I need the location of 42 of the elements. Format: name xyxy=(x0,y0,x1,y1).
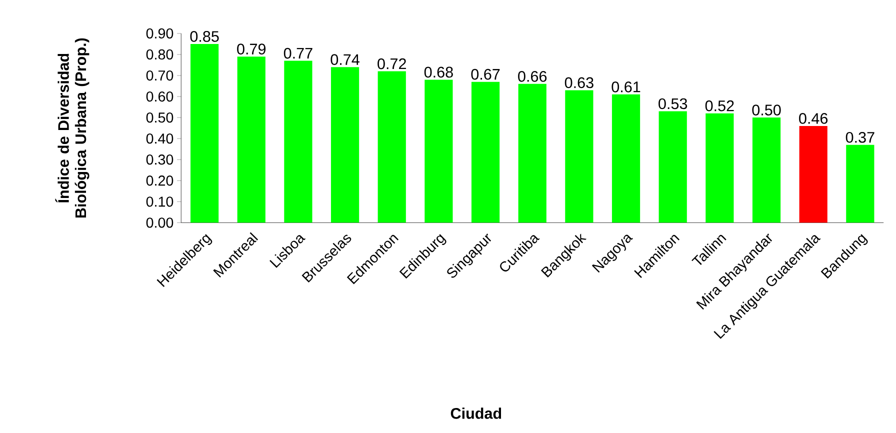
y-tick-label: 0.60 xyxy=(146,91,174,102)
bar xyxy=(330,67,360,223)
data-label: 0.68 xyxy=(424,66,453,78)
y-tick-label: 0.80 xyxy=(146,49,174,60)
data-label: 0.74 xyxy=(330,54,360,66)
data-label: 0.72 xyxy=(378,58,406,70)
data-label: 0.50 xyxy=(752,104,781,116)
bar xyxy=(706,113,734,223)
bar xyxy=(237,56,266,223)
data-label: 0.63 xyxy=(564,77,594,88)
data-label: 0.53 xyxy=(658,98,688,110)
bar xyxy=(565,90,594,223)
y-tick-label: 0.30 xyxy=(146,154,174,165)
y-tick-label: 0.70 xyxy=(146,70,174,81)
data-label: 0.85 xyxy=(190,31,219,42)
bar xyxy=(378,71,406,223)
bar xyxy=(612,94,640,223)
y-tick-label: 0.00 xyxy=(146,218,174,228)
bar xyxy=(799,126,828,223)
bar xyxy=(846,144,874,223)
data-label: 0.61 xyxy=(612,82,640,92)
data-label: 0.37 xyxy=(846,132,874,143)
data-label: 0.79 xyxy=(237,44,266,55)
bar xyxy=(752,118,781,223)
bar xyxy=(471,82,500,223)
bar xyxy=(190,44,219,223)
y-axis-title: Índice de Diversidad Biológica Urbana (Prop.) xyxy=(55,38,90,218)
data-label: 0.67 xyxy=(471,68,500,80)
bar xyxy=(424,80,453,223)
y-tick-label: 0.20 xyxy=(146,176,174,186)
y-tick-label: 0.90 xyxy=(146,28,174,39)
y-tick-label: 0.50 xyxy=(146,112,174,123)
x-axis-title: Ciudad xyxy=(450,408,502,419)
data-label: 0.46 xyxy=(799,113,828,124)
y-tick-label: 0.10 xyxy=(146,196,174,207)
y-tick-label: 0.40 xyxy=(146,134,174,144)
data-label: 0.77 xyxy=(284,48,312,59)
bar xyxy=(518,84,546,223)
bar xyxy=(658,111,687,223)
data-label: 0.52 xyxy=(705,100,734,112)
bar xyxy=(284,60,312,223)
data-label: 0.66 xyxy=(518,71,547,82)
